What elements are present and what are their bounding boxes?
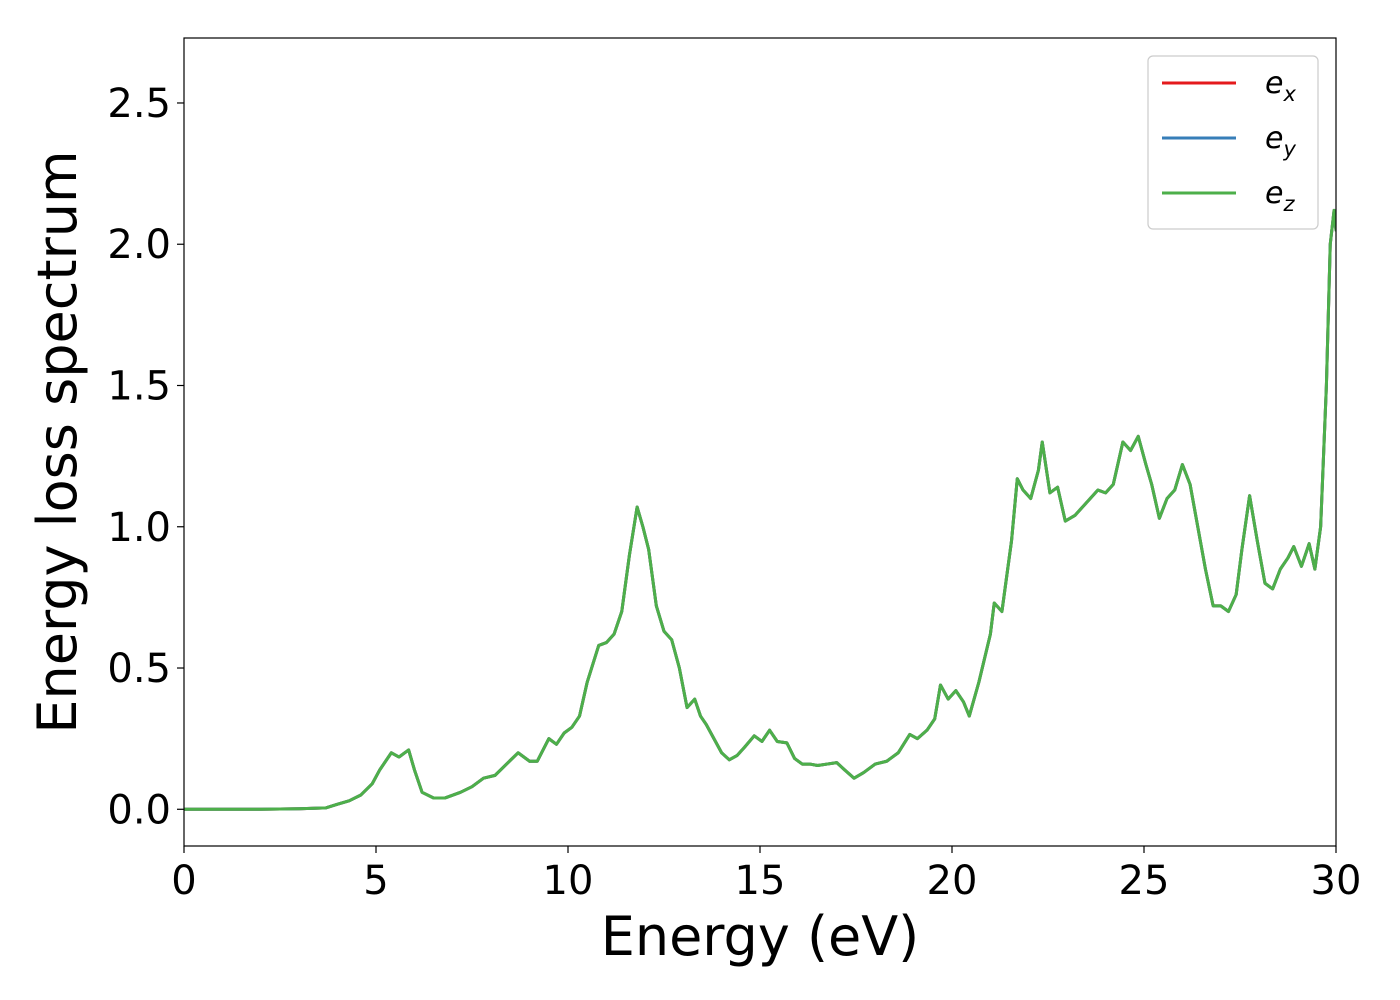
x-axis-title: Energy (eV): [601, 905, 920, 968]
y-tick-label: 1.0: [107, 505, 171, 551]
legend: ex ey ez: [1147, 55, 1319, 230]
x-tick-label: 5: [363, 858, 388, 904]
y-tick-label: 0.0: [107, 787, 171, 833]
x-tick-label: 20: [927, 858, 978, 904]
y-tick-label: 2.0: [107, 222, 171, 268]
y-axis: 0.0 0.5 1.0 1.5 2.0 2.5: [107, 81, 184, 833]
legend-label-ex: ex: [1265, 66, 1296, 106]
x-tick-label: 30: [1311, 858, 1362, 904]
x-tick-label: 0: [171, 858, 196, 904]
y-tick-label: 1.5: [107, 363, 171, 409]
x-tick-label: 15: [735, 858, 786, 904]
y-axis-title: Energy loss spectrum: [26, 150, 89, 733]
legend-label-ey: ey: [1265, 121, 1296, 161]
x-tick-label: 25: [1119, 858, 1170, 904]
x-tick-label: 10: [543, 858, 594, 904]
legend-box: [1147, 55, 1319, 230]
y-tick-label: 2.5: [107, 81, 171, 127]
series-line-e-z: [184, 208, 1336, 811]
y-tick-label: 0.5: [107, 646, 171, 692]
legend-label-ez: ez: [1265, 176, 1295, 216]
series-layer: [184, 208, 1336, 811]
x-axis: 0 5 10 15 20 25 30: [171, 846, 1361, 904]
